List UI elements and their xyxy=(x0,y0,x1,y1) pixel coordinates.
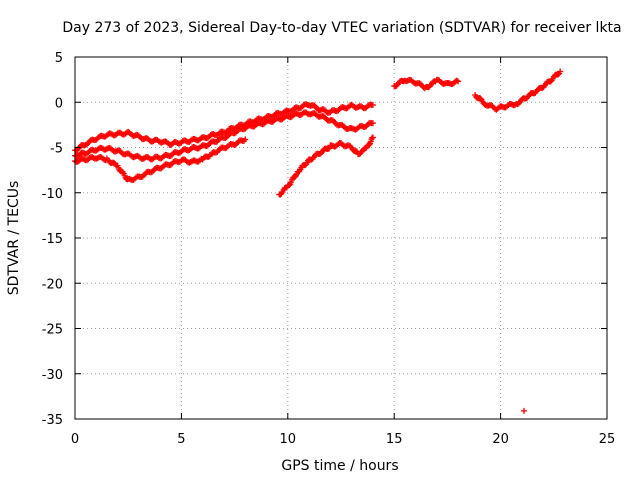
data-points xyxy=(72,68,564,414)
data-point-arc-lower-0-8 xyxy=(191,157,198,164)
y-axis-label: SDTVAR / TECUs xyxy=(6,181,22,296)
data-point-arc-mid-0-14 xyxy=(314,112,321,119)
data-point-arc-upper-0-14 xyxy=(95,133,102,140)
axis-ticks: 0 5 10 15 20 25 5 0 -5 -10 -15 -20 -25 -30 -35 xyxy=(42,51,616,447)
y-tick-label: -35 xyxy=(42,413,63,428)
data-point-arc-lower-0-8 xyxy=(151,166,158,173)
data-point-arc-lower-0-8 xyxy=(223,144,230,151)
data-point-arc-15-18 xyxy=(453,77,460,84)
x-tick-label: 20 xyxy=(492,432,509,447)
data-point-arc-upper-0-14 xyxy=(311,102,318,109)
data-point-arc-upper-0-14 xyxy=(150,137,157,144)
data-point-arc-upper-0-14 xyxy=(210,131,217,138)
data-point-arc-19-23 xyxy=(477,95,484,102)
x-tick-label: 15 xyxy=(386,432,403,447)
y-tick-label: 0 xyxy=(55,96,63,111)
data-point-arc-upper-0-14 xyxy=(205,134,211,141)
data-point-arc-mid-0-14 xyxy=(330,117,337,124)
x-tick-label: 25 xyxy=(599,432,616,447)
data-point-arc-mid-0-14 xyxy=(141,155,148,162)
data-point-arc-mid-0-14 xyxy=(247,122,254,129)
x-tick-label: 10 xyxy=(280,432,297,447)
data-point-arc-mid-0-14 xyxy=(341,124,348,131)
data-point-arc-mid-0-14 xyxy=(167,152,174,159)
chart-title: Day 273 of 2023, Sidereal Day-to-day VTE… xyxy=(62,20,621,36)
data-point-arc-15-18 xyxy=(455,78,462,85)
data-point-arc-19-23 xyxy=(555,71,562,78)
y-tick-label: -10 xyxy=(42,187,63,202)
x-axis-label: GPS time / hours xyxy=(281,458,398,474)
data-point-arc-evening xyxy=(326,145,333,152)
data-point-arc-lower-0-8 xyxy=(242,136,249,143)
data-point-arc-lower-0-8 xyxy=(167,161,174,168)
y-tick-label: -20 xyxy=(42,277,63,292)
x-tick-label: 5 xyxy=(177,432,185,447)
data-point-arc-upper-0-14 xyxy=(369,101,376,108)
data-point-arc-mid-0-14 xyxy=(320,113,327,120)
data-point-arc-lower-0-8 xyxy=(216,145,223,152)
y-tick-label: 5 xyxy=(55,51,63,66)
data-point-arc-upper-0-14 xyxy=(83,141,90,148)
data-point-arc-mid-0-14 xyxy=(182,146,189,153)
y-tick-label: -15 xyxy=(42,232,63,247)
data-point-arc-mid-0-14 xyxy=(294,110,301,117)
data-point-arc-evening xyxy=(369,134,376,141)
y-tick-label: -5 xyxy=(50,142,63,157)
grid-layer xyxy=(75,57,607,419)
data-point-arc-19-23 xyxy=(511,101,518,108)
data-point-arc-mid-0-14 xyxy=(369,120,376,127)
data-point-arc-lower-0-8 xyxy=(149,168,156,175)
data-point-arc-lower-0-8 xyxy=(183,158,190,165)
data-point-arc-mid-0-14 xyxy=(226,131,233,138)
data-point-arc-lower-0-8 xyxy=(94,155,101,162)
y-tick-label: -25 xyxy=(42,323,63,338)
data-point-arc-mid-0-14 xyxy=(86,148,93,155)
data-point-outlier xyxy=(521,407,528,414)
data-point-arc-19-23 xyxy=(557,68,564,75)
data-point-arc-evening xyxy=(366,141,373,148)
data-point-arc-mid-0-14 xyxy=(163,151,170,158)
y-tick-label: -30 xyxy=(42,368,63,383)
x-tick-label: 0 xyxy=(71,432,79,447)
data-point-arc-lower-0-8 xyxy=(158,165,165,172)
